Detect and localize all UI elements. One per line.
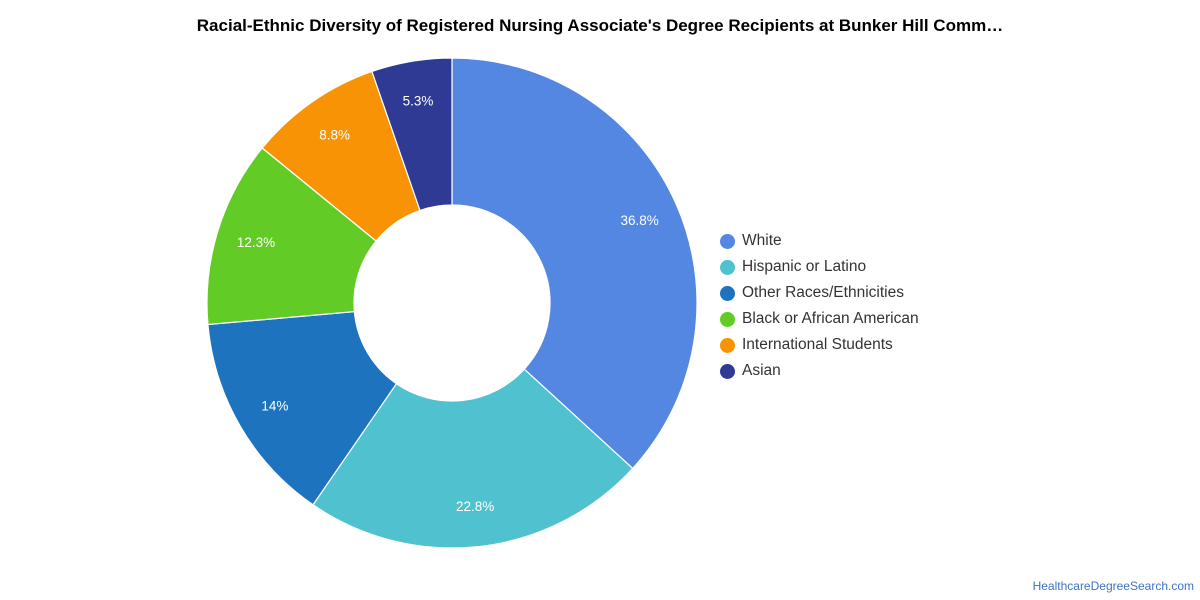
slice-black-or-african-american[interactable]: [206, 147, 377, 326]
legend-item[interactable]: Other Races/Ethnicities: [720, 280, 919, 306]
legend-item[interactable]: Hispanic or Latino: [720, 254, 919, 280]
slice-label: 5.3%: [403, 93, 434, 108]
slice-asian[interactable]: [371, 57, 453, 212]
legend-swatch: [720, 311, 735, 327]
slice-label: 14%: [261, 399, 288, 414]
chart-title: Racial-Ethnic Diversity of Registered Nu…: [196, 16, 1004, 35]
legend-label: White: [742, 232, 782, 249]
slice-label: 22.8%: [456, 499, 494, 514]
legend-swatch: [720, 259, 735, 275]
legend-swatch: [720, 285, 735, 301]
legend-item[interactable]: Black or African American: [720, 306, 919, 332]
source-link[interactable]: HealthcareDegreeSearch.com: [1032, 579, 1194, 593]
legend-label: Hispanic or Latino: [742, 258, 867, 275]
legend-label: Asian: [742, 362, 781, 379]
legend: White Hispanic or Latino Other Races/Ethni…: [720, 228, 919, 384]
legend-label: International Students: [742, 336, 893, 353]
legend-item[interactable]: International Students: [720, 332, 919, 358]
legend-swatch: [720, 233, 735, 249]
legend-label: Black or African American: [742, 310, 919, 327]
legend-item[interactable]: Asian: [720, 358, 919, 384]
legend-label: Other Races/Ethnicities: [742, 284, 904, 301]
legend-swatch: [720, 363, 735, 379]
slice-white[interactable]: [451, 57, 698, 470]
slice-other-races-ethnicities[interactable]: [207, 310, 398, 506]
legend-swatch: [720, 337, 735, 353]
slice-label: 36.8%: [620, 213, 658, 228]
slice-label: 8.8%: [319, 127, 350, 142]
legend-item[interactable]: White: [720, 228, 919, 254]
slice-label: 12.3%: [237, 235, 275, 250]
slice-hispanic-or-latino[interactable]: [312, 368, 634, 549]
